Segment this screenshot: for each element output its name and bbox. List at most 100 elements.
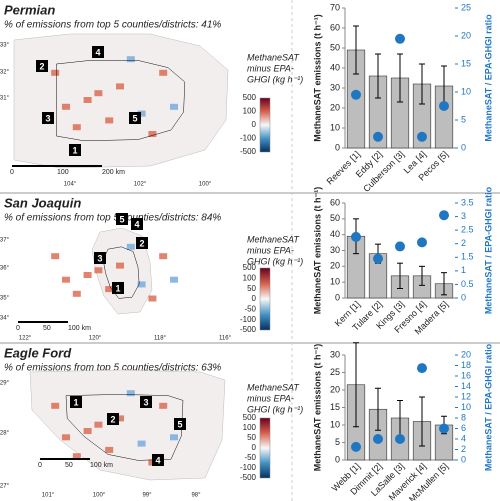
- y-tick-label: 40: [330, 229, 340, 239]
- x-tick-label: Reeves [1]: [325, 149, 362, 186]
- colorbar-tick-label: 50: [247, 284, 256, 293]
- county-marker: [112, 282, 124, 294]
- lat-label: 33°: [0, 43, 10, 49]
- colorbar-tick-label: 500: [243, 263, 257, 272]
- county-marker: [140, 396, 152, 408]
- scale-label: 100: [57, 169, 69, 176]
- county-label: 5: [132, 113, 137, 123]
- scale-label: 0: [10, 169, 14, 176]
- county-outline: [65, 394, 184, 461]
- y-tick-label: 20: [330, 384, 340, 394]
- y2-tick-label: 14: [461, 381, 471, 391]
- y2-tick-label: 2: [461, 238, 466, 248]
- map-patch: [170, 434, 178, 441]
- y2-tick-label: 2.5: [461, 225, 474, 235]
- colorbar-label: GHGI (kg h⁻¹): [247, 74, 303, 84]
- y2-axis-label: MethaneSAT / EPA-GHGI ratio: [483, 14, 493, 142]
- colorbar-tick-label: -500: [240, 147, 257, 156]
- map-patch: [148, 295, 157, 302]
- county-marker: [70, 396, 82, 408]
- map-patch: [62, 276, 70, 283]
- y-tick-label: 15: [330, 402, 340, 412]
- colorbar-tick-label: -500: [240, 473, 257, 482]
- lat-label: 37°: [0, 238, 10, 244]
- y-tick-label: 60: [330, 22, 340, 32]
- y-tick-label: 30: [330, 245, 340, 255]
- county-marker: [42, 112, 54, 124]
- lat-label: 29°: [0, 381, 10, 387]
- colorbar-tick-label: 0: [252, 294, 257, 303]
- colorbar-label: minus EPA-: [247, 245, 294, 255]
- ratio-dot: [439, 210, 449, 221]
- ratio-dot: [395, 434, 405, 444]
- map-patch: [126, 56, 135, 63]
- colorbar-tick-label: -50: [244, 304, 256, 313]
- map-region: [29, 369, 226, 481]
- scale-label: 50: [43, 325, 51, 332]
- y2-tick-label: 18: [461, 360, 471, 370]
- y2-axis-label: MethaneSAT / EPA-GHGI ratio: [483, 343, 493, 471]
- colorbar-tick-label: 500: [243, 93, 257, 102]
- y-tick-label: 30: [330, 349, 340, 359]
- map-patch: [51, 69, 60, 76]
- scale-bar: [18, 321, 68, 323]
- colorbar-tick-label: -100: [240, 463, 257, 472]
- map-patch: [116, 262, 124, 269]
- colorbar-label: minus EPA-: [247, 393, 294, 403]
- ratio-dot: [417, 237, 427, 248]
- map-patch: [137, 281, 146, 288]
- map-patch: [105, 117, 114, 124]
- y-tick-label: 25: [330, 367, 340, 377]
- map-patch: [83, 97, 92, 103]
- y2-tick-label: 25: [461, 2, 471, 12]
- colorbar-label: MethaneSAT: [247, 234, 300, 244]
- county-label: 3: [97, 253, 102, 263]
- y2-tick-label: 1.5: [461, 252, 474, 262]
- lon-label: 100°: [199, 182, 212, 188]
- panel-subtitle: % of emissions from top 5 counties/distr…: [4, 20, 221, 31]
- map-patch: [105, 446, 114, 453]
- panel-title: Permian: [4, 2, 55, 17]
- y-tick-label: 0: [335, 292, 340, 302]
- y2-tick-label: 0: [461, 454, 466, 464]
- lat-label: 36°: [0, 266, 10, 272]
- panel-title: San Joaquin: [4, 195, 81, 210]
- y2-tick-label: 10: [461, 402, 471, 412]
- county-marker: [107, 413, 119, 425]
- colorbar-tick-label: 0: [252, 120, 257, 129]
- county-outline: [56, 60, 186, 142]
- colorbar: [259, 417, 271, 479]
- map-patch: [170, 103, 178, 110]
- y-tick-label: 20: [330, 261, 340, 271]
- county-marker: [131, 218, 143, 230]
- lat-label: 27°: [0, 484, 10, 490]
- y-tick-label: 50: [330, 42, 340, 52]
- map-patch: [159, 69, 168, 76]
- county-label: 3: [143, 397, 148, 407]
- county-marker: [136, 237, 148, 249]
- ratio-dot: [373, 253, 383, 264]
- map-patch: [51, 253, 60, 260]
- county-label: 4: [134, 219, 139, 229]
- y2-tick-label: 4: [461, 433, 466, 443]
- map-patch: [94, 90, 103, 97]
- county-label: 5: [177, 419, 182, 429]
- scale-bar: [12, 165, 102, 167]
- scale-label: 100 km: [90, 462, 113, 469]
- lon-label: 100°: [93, 493, 106, 499]
- lon-label: 122°: [19, 336, 32, 342]
- county-marker: [92, 46, 104, 58]
- colorbar-tick-label: 50: [247, 433, 256, 442]
- map-patch: [159, 253, 168, 260]
- ratio-dot: [417, 363, 427, 374]
- y2-tick-label: 20: [461, 30, 471, 40]
- y-tick-label: 10: [330, 122, 340, 132]
- map-patch: [83, 272, 92, 278]
- county-label: 1: [115, 283, 120, 293]
- county-label: 4: [95, 47, 100, 57]
- colorbar-tick-label: 500: [243, 413, 257, 422]
- y-tick-label: 20: [330, 102, 340, 112]
- scale-label: 50: [65, 462, 73, 469]
- lon-label: 118°: [154, 336, 167, 342]
